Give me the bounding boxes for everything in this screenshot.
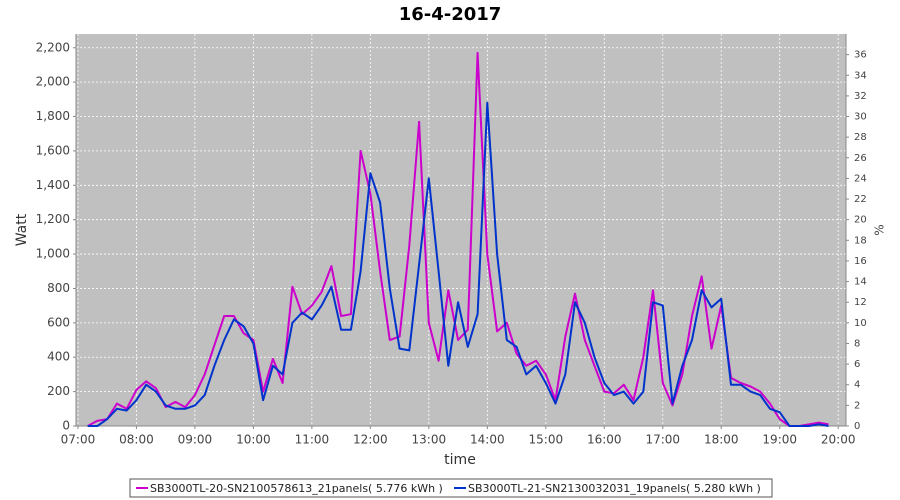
y2-tick-label: 2 — [854, 400, 860, 411]
y-tick-label: 600 — [47, 315, 70, 329]
x-tick-label: 17:00 — [645, 433, 680, 447]
y2-tick-label: 12 — [854, 297, 867, 308]
y2-tick-label: 34 — [854, 70, 867, 81]
x-axis-label: time — [444, 452, 476, 468]
y2-axis-label: % — [873, 224, 887, 235]
y2-tick-label: 24 — [854, 173, 867, 184]
y-tick-label: 800 — [47, 281, 70, 295]
y2-tick-label: 14 — [854, 277, 867, 288]
y-axis-label: Watt — [14, 213, 30, 246]
y-tick-label: 1,600 — [36, 143, 70, 157]
y-tick-label: 0 — [62, 419, 70, 433]
x-tick-label: 10:00 — [236, 433, 271, 447]
y2-tick-label: 26 — [854, 153, 867, 164]
y2-tick-label: 6 — [854, 359, 860, 370]
legend-label: SB3000TL-20-SN2100578613_21panels( 5.776… — [150, 482, 443, 495]
chart-title: 16-4-2017 — [399, 4, 502, 25]
y2-tick-label: 22 — [854, 194, 867, 205]
x-tick-label: 16:00 — [587, 433, 622, 447]
y2-tick-label: 4 — [854, 380, 860, 391]
x-tick-label: 07:00 — [61, 433, 96, 447]
y-tick-label: 2,000 — [36, 75, 70, 89]
x-tick-label: 13:00 — [412, 433, 447, 447]
legend-label: SB3000TL-21-SN2130032031_19panels( 5.280… — [468, 482, 761, 495]
y2-tick-label: 36 — [854, 50, 867, 61]
y2-tick-label: 8 — [854, 338, 860, 349]
y2-tick-label: 16 — [854, 256, 867, 267]
series-line — [87, 101, 829, 427]
y-tick-label: 1,200 — [36, 212, 70, 226]
y-tick-label: 1,400 — [36, 178, 70, 192]
x-tick-label: 12:00 — [353, 433, 388, 447]
x-tick-label: 18:00 — [704, 433, 739, 447]
y-tick-label: 400 — [47, 350, 70, 364]
y-tick-label: 200 — [47, 384, 70, 398]
y2-tick-label: 0 — [854, 421, 860, 432]
x-tick-label: 11:00 — [295, 433, 330, 447]
y-tick-label: 2,200 — [36, 40, 70, 54]
series-line — [87, 51, 829, 427]
x-tick-label: 20:00 — [821, 433, 856, 447]
y-tick-label: 1,000 — [36, 247, 70, 261]
y2-tick-label: 30 — [854, 112, 867, 123]
y2-tick-label: 28 — [854, 132, 867, 143]
y-tick-label: 1,800 — [36, 109, 70, 123]
x-tick-label: 09:00 — [178, 433, 213, 447]
y2-tick-label: 18 — [854, 235, 867, 246]
legend — [129, 478, 773, 498]
y2-tick-label: 20 — [854, 215, 867, 226]
plot-area — [76, 34, 846, 426]
x-tick-label: 15:00 — [529, 433, 564, 447]
x-tick-label: 08:00 — [119, 433, 154, 447]
x-tick-label: 19:00 — [762, 433, 797, 447]
x-tick-label: 14:00 — [470, 433, 505, 447]
y2-tick-label: 10 — [854, 318, 867, 329]
y2-tick-label: 32 — [854, 91, 867, 102]
